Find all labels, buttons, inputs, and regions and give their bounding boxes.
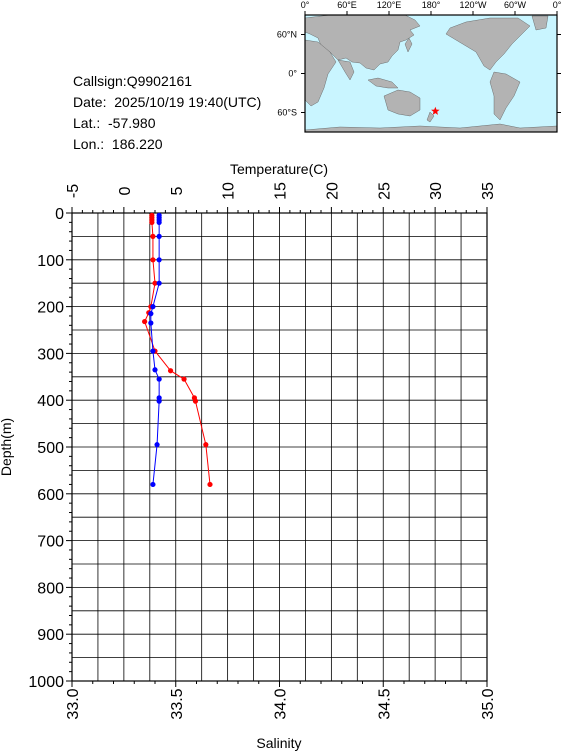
salinity-data-point: [156, 233, 162, 239]
depth-tick-label: 600: [37, 487, 64, 504]
depth-tick-label: 0: [55, 206, 64, 223]
salinity-data-point: [156, 219, 162, 225]
map-lon-tick-label: 60°E: [337, 0, 357, 10]
temperature-tick-label: 30: [428, 182, 445, 200]
salinity-data-point: [156, 376, 162, 382]
depth-tick-label: 1000: [28, 674, 64, 691]
temperature-tick-label: 35: [480, 182, 497, 200]
map-lat-tick-label: 60°S: [277, 108, 297, 118]
map-land: [304, 14, 558, 133]
land-north-america: [445, 17, 531, 71]
salinity-data-point: [156, 257, 162, 263]
chart-grid: [71, 212, 488, 682]
float-info: Callsign:Q9902161 Date: 2025/10/19 19:40…: [73, 71, 261, 155]
map-lat-tick-label: 0°: [288, 69, 297, 79]
depth-tick-label: 700: [37, 534, 64, 551]
land-indonesia: [367, 77, 399, 89]
depth-tick-label: 100: [37, 253, 64, 270]
salinity-data-point: [150, 481, 156, 488]
salinity-tick-label: 33.5: [169, 688, 186, 719]
temperature-data-point: [152, 280, 158, 286]
land-africa: [304, 39, 337, 107]
map-labels: 0° 60°E 120°E 180° 120°W 60°W 0° 60°N 0° 60°S: [277, 0, 562, 118]
map-ticks: [301, 11, 561, 113]
salinity-data-point: [152, 367, 158, 373]
callsign-text: Callsign:Q9902161: [73, 73, 193, 89]
land-south-america: [489, 71, 521, 121]
depth-tick-label: 500: [37, 440, 64, 457]
land-japan: [404, 37, 413, 53]
salinity-data-point: [148, 311, 154, 317]
temperature-tick-label: -5: [65, 184, 82, 198]
land-greenland: [531, 15, 549, 31]
date-text: Date: 2025/10/19 19:40(UTC): [73, 94, 262, 110]
location-map: 0° 60°E 120°E 180° 120°W 60°W 0° 60°N 0° 60°S: [277, 0, 562, 133]
depth-axis-label: Depth(m): [0, 418, 14, 476]
map-lat-tick-label: 60°N: [277, 30, 297, 40]
depth-tick-label: 900: [37, 627, 64, 644]
map-lon-tick-label: 60°W: [504, 0, 527, 10]
temperature-tick-label: 20: [324, 182, 341, 200]
salinity-data-point: [150, 304, 156, 310]
salinity-tick-label: 35.0: [480, 688, 497, 719]
land-new-zealand: [426, 111, 435, 123]
map-lon-tick-label: 0°: [301, 0, 310, 10]
salinity-axis-label: Salinity: [256, 735, 301, 751]
temperature-data-point: [192, 398, 199, 404]
map-lon-tick-label: 120°W: [459, 0, 487, 10]
temperature-tick-label: 15: [273, 182, 290, 200]
salinity-data-point: [156, 398, 162, 404]
depth-tick-label: 200: [37, 300, 64, 317]
station-marker: [431, 106, 440, 115]
temperature-data-point: [181, 376, 187, 382]
temperature-data-point: [203, 442, 209, 448]
latitude-text: Lat.: -57.980: [73, 115, 156, 131]
land-australia: [383, 89, 421, 117]
salinity-tick-label: 34.5: [376, 688, 393, 719]
salinity-data-point: [148, 320, 154, 326]
salinity-tick-label: 33.0: [65, 688, 82, 719]
salinity-data-point: [156, 280, 162, 286]
station-star-icon: [431, 106, 440, 115]
map-lon-tick-label: 180°: [422, 0, 441, 10]
temperature-data-point: [142, 318, 148, 325]
salinity-data-point: [154, 442, 160, 448]
land-india: [337, 59, 355, 81]
temperature-tick-label: 10: [221, 182, 238, 200]
salinity-data-point: [150, 348, 156, 354]
temperature-data-point: [167, 368, 174, 374]
depth-tick-label: 800: [37, 580, 64, 597]
temperature-tick-label: 0: [117, 186, 134, 195]
depth-tick-label: 300: [37, 346, 64, 363]
temperature-tick-label: 25: [376, 182, 393, 200]
map-lon-tick-label: 120°E: [377, 0, 402, 10]
longitude-text: Lon.: 186.220: [73, 136, 163, 152]
depth-tick-label: 400: [37, 393, 64, 410]
temperature-data-point: [150, 257, 156, 263]
temperature-data-point: [150, 233, 156, 239]
temperature-axis-label: Temperature(C): [230, 161, 328, 177]
map-lon-tick-label: 0°: [553, 0, 562, 10]
temperature-data-point: [207, 481, 213, 488]
salinity-tick-label: 34.0: [273, 688, 290, 719]
temperature-data-point: [149, 219, 155, 225]
chart-series: [142, 212, 213, 488]
temperature-tick-label: 5: [169, 186, 186, 195]
